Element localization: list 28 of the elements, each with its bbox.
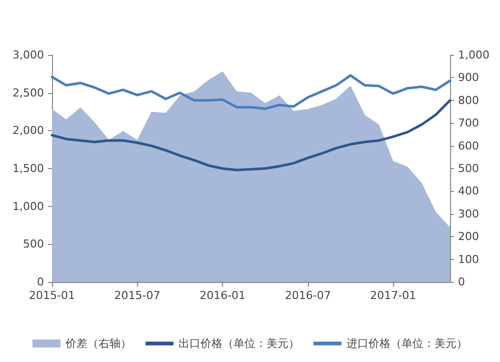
x-tick-label: 2017-01 — [370, 289, 416, 302]
y2-tick-label: 1,000 — [458, 48, 490, 62]
legend-label: 进口价格（单位：美元） — [346, 337, 468, 350]
legend-label: 价差（右轴） — [64, 337, 132, 350]
y-tick-label: 1,500 — [12, 162, 44, 175]
y-tick-label: 1,000 — [12, 200, 44, 213]
x-tick-label: 2016-01 — [200, 289, 246, 302]
y2-tick-label: 200 — [458, 230, 479, 244]
y2-tick-label: 300 — [458, 207, 479, 220]
x-tick-label: 2016-07 — [284, 289, 331, 302]
y-tick-label: 500 — [23, 238, 44, 251]
y2-tick-label: 800 — [458, 94, 479, 107]
y-tick-label: 0 — [37, 276, 44, 288]
y-tick-label: 2,000 — [12, 124, 44, 138]
y-tick-label: 2,500 — [12, 86, 44, 100]
y2-tick-label: 600 — [458, 139, 479, 152]
y-tick-label: 3,000 — [12, 48, 44, 62]
line-series — [50, 74, 452, 110]
line-series — [50, 99, 452, 172]
y2-tick-label: 0 — [458, 276, 465, 288]
y2-tick-label: 500 — [458, 162, 479, 175]
y2-tick-label: 100 — [458, 252, 479, 266]
x-tick-label: 2015-01 — [29, 289, 75, 302]
x-tick-label: 2015-07 — [114, 289, 160, 302]
y2-tick-label: 400 — [458, 184, 479, 198]
y2-tick-label: 900 — [458, 71, 479, 84]
legend-label: 出口价格（单位：美元） — [178, 337, 300, 350]
y2-tick-label: 700 — [458, 116, 479, 130]
